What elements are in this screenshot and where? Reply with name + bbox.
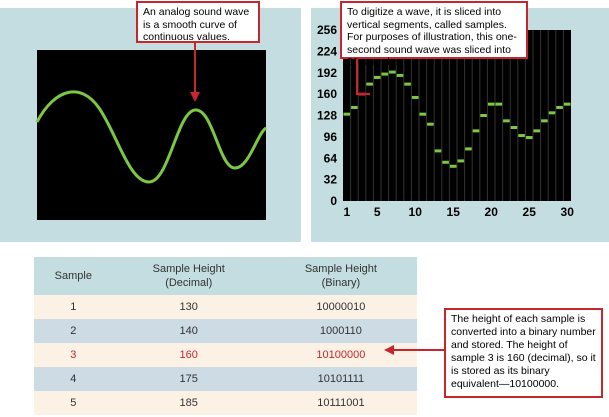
- analog-wave-panel: [0, 8, 301, 242]
- sample-mark: [389, 70, 396, 74]
- sample-mark: [533, 129, 541, 133]
- sample-mark: [548, 111, 556, 115]
- sample-mark: [518, 134, 525, 138]
- digitize-callout-arrow-bar: [356, 93, 370, 95]
- table-row: 5 185 10111001: [34, 391, 417, 415]
- cell-binary: 10100000: [264, 343, 417, 367]
- x-tick-label: 20: [485, 205, 499, 219]
- analog-wave-curve: [35, 90, 268, 184]
- sample-mark: [396, 73, 404, 77]
- sample-marks: [343, 70, 571, 168]
- cell-decimal: 130: [112, 295, 265, 319]
- cell-sample: 1: [34, 295, 113, 319]
- y-tick-label: 64: [324, 151, 338, 165]
- x-tick-label: 1: [343, 205, 350, 219]
- analog-wave-plot: [35, 90, 268, 184]
- y-tick-label: 192: [317, 66, 337, 80]
- binary-callout-arrowhead: [384, 345, 394, 355]
- binary-callout: The height of each sample is converted i…: [444, 308, 603, 398]
- header-binary: Sample Height (Binary): [264, 257, 417, 295]
- x-tick-label: 30: [561, 205, 575, 219]
- sample-mark: [366, 82, 373, 86]
- sample-mark: [442, 160, 449, 164]
- cell-binary: 10111001: [264, 391, 417, 415]
- cell-decimal: 175: [112, 367, 265, 391]
- header-decimal: Sample Height (Decimal): [112, 257, 265, 295]
- sample-mark: [480, 114, 487, 117]
- table-header-row: Sample Sample Height (Decimal) Sample He…: [34, 257, 417, 295]
- sample-mark: [373, 75, 381, 79]
- analog-callout-arrow-line: [194, 43, 196, 93]
- analog-callout-arrowhead: [190, 92, 200, 102]
- x-tick-label: 5: [374, 205, 381, 219]
- sample-mark: [487, 102, 495, 106]
- cell-sample: 4: [34, 367, 113, 391]
- sample-mark: [381, 72, 389, 76]
- sample-mark: [457, 159, 465, 163]
- sample-mark: [343, 112, 351, 116]
- binary-callout-arrow-line: [392, 349, 444, 351]
- x-axis-ticks: 1 5 10 15 20 25 30: [343, 205, 574, 219]
- cell-decimal: 160: [112, 343, 265, 367]
- cell-decimal: 185: [112, 391, 265, 415]
- x-tick-label: 25: [523, 205, 537, 219]
- sample-mark: [556, 105, 563, 109]
- y-tick-label: 224: [317, 44, 337, 58]
- sample-mark: [351, 105, 358, 109]
- cell-sample: 5: [34, 391, 113, 415]
- sample-grid: [350, 30, 564, 201]
- sample-mark: [411, 95, 419, 99]
- y-tick-label: 256: [317, 23, 337, 37]
- table-row-highlighted: 3 160 10100000: [34, 343, 417, 367]
- sample-mark: [525, 136, 533, 140]
- sample-mark: [510, 126, 518, 130]
- sample-mark: [465, 147, 472, 151]
- sample-mark: [427, 122, 434, 126]
- header-sample: Sample: [34, 257, 113, 295]
- sample-mark: [472, 129, 480, 133]
- cell-binary: 1000110: [264, 319, 417, 343]
- sample-mark: [419, 112, 427, 116]
- cell-binary: 10101111: [264, 367, 417, 391]
- y-tick-label: 128: [317, 109, 337, 123]
- y-tick-label: 0: [330, 194, 337, 208]
- digitize-callout-arrow-line: [356, 59, 358, 93]
- sample-mark: [563, 102, 571, 106]
- table-row: 2 140 1000110: [34, 319, 417, 343]
- y-axis-ticks: 256 224 192 160 128 96 64 32 0: [317, 23, 337, 208]
- sample-mark: [449, 164, 457, 168]
- analog-wave-screen: [35, 50, 268, 220]
- digitize-callout: To digitize a wave, it is sliced into ve…: [340, 1, 528, 68]
- analog-callout: An analog sound wave is a smooth curve o…: [136, 1, 260, 43]
- x-tick-label: 10: [409, 205, 423, 219]
- cell-sample: 2: [34, 319, 113, 343]
- cell-binary: 10000010: [264, 295, 417, 319]
- y-tick-label: 160: [317, 87, 337, 101]
- table-row: 1 130 10000010: [34, 295, 417, 319]
- cell-decimal: 140: [112, 319, 265, 343]
- sample-mark: [495, 102, 503, 106]
- y-tick-label: 32: [324, 173, 338, 187]
- cell-sample: 3: [34, 343, 113, 367]
- table-row: 4 175 10101111: [34, 367, 417, 391]
- x-tick-label: 15: [447, 205, 461, 219]
- y-tick-label: 96: [324, 130, 338, 144]
- sample-mark: [503, 119, 510, 123]
- sample-mark: [541, 119, 548, 123]
- sample-table: Sample Sample Height (Decimal) Sample He…: [34, 257, 417, 415]
- sample-mark: [434, 149, 442, 153]
- sample-mark: [404, 82, 411, 86]
